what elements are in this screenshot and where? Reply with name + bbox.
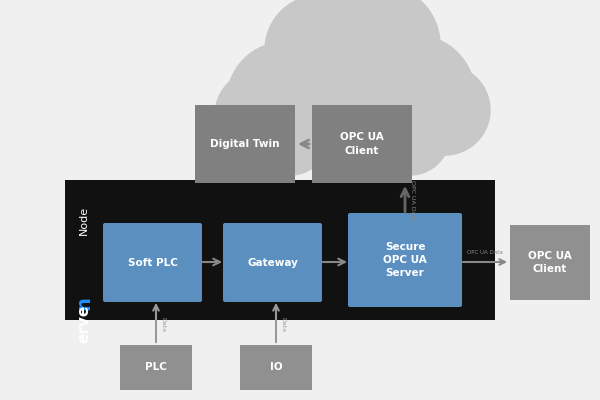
Text: OPC UA Data: OPC UA Data <box>467 250 503 255</box>
Circle shape <box>320 0 440 105</box>
Text: OPC UA Data: OPC UA Data <box>410 180 415 220</box>
FancyBboxPatch shape <box>195 105 295 183</box>
Text: n: n <box>74 296 94 310</box>
Text: Data: Data <box>280 318 285 332</box>
FancyBboxPatch shape <box>223 223 322 302</box>
FancyBboxPatch shape <box>510 225 590 300</box>
Circle shape <box>265 0 375 105</box>
Circle shape <box>275 10 425 160</box>
FancyBboxPatch shape <box>240 345 312 390</box>
Circle shape <box>400 65 490 155</box>
Text: OPC UA
Client: OPC UA Client <box>340 132 384 156</box>
Circle shape <box>227 42 343 158</box>
Text: Soft PLC: Soft PLC <box>128 258 178 268</box>
FancyBboxPatch shape <box>312 105 412 183</box>
Text: OPC UA
Client: OPC UA Client <box>528 251 572 274</box>
Text: PLC: PLC <box>145 362 167 372</box>
Text: Secure
OPC UA
Server: Secure OPC UA Server <box>383 242 427 278</box>
Text: IO: IO <box>269 362 283 372</box>
Text: Node: Node <box>79 206 89 234</box>
Circle shape <box>370 95 450 175</box>
Circle shape <box>250 95 330 175</box>
Text: Gateway: Gateway <box>247 258 298 268</box>
Circle shape <box>355 35 475 155</box>
Text: erve: erve <box>77 305 91 343</box>
FancyBboxPatch shape <box>120 345 192 390</box>
FancyBboxPatch shape <box>348 213 462 307</box>
FancyBboxPatch shape <box>103 223 202 302</box>
FancyBboxPatch shape <box>65 180 495 320</box>
Text: Digital Twin: Digital Twin <box>210 139 280 149</box>
Circle shape <box>300 85 400 185</box>
Text: Data: Data <box>160 318 165 332</box>
Circle shape <box>215 70 305 160</box>
